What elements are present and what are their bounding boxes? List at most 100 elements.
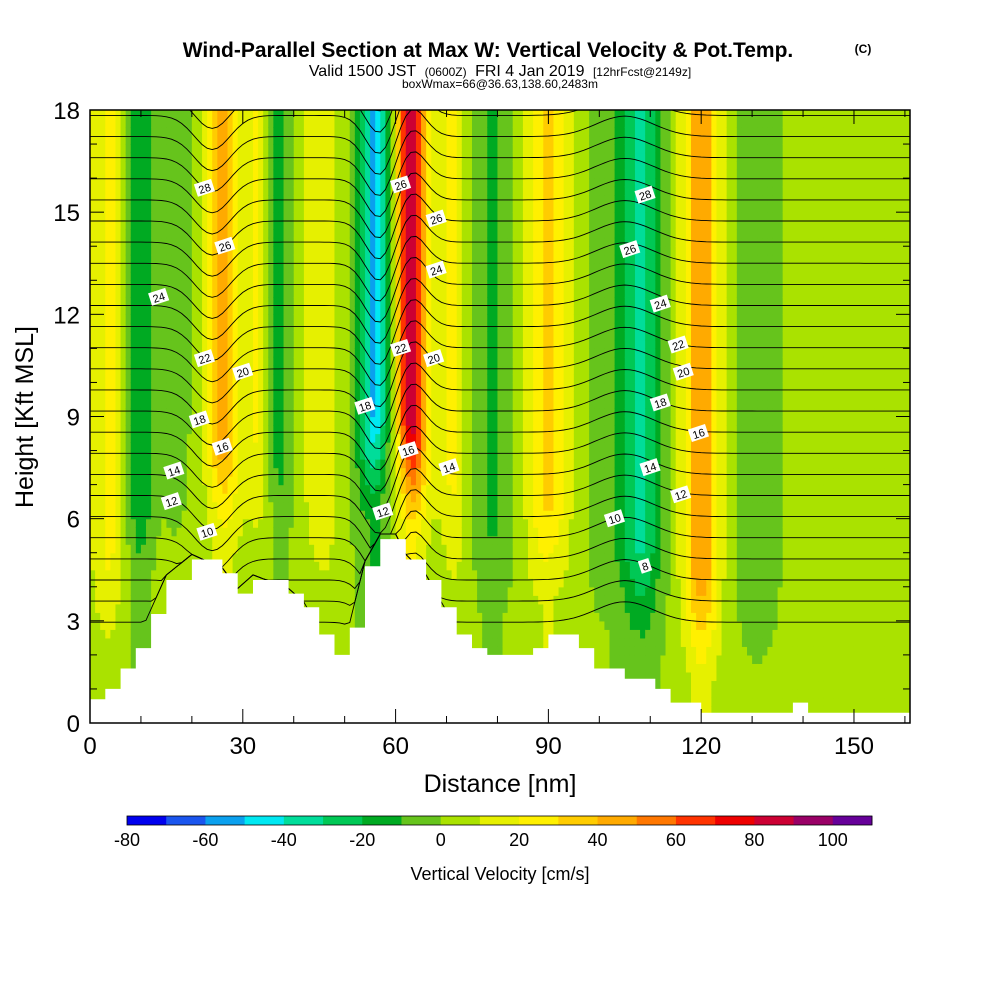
field-cell (359, 246, 366, 256)
field-cell (140, 365, 147, 375)
field-cell (426, 569, 432, 579)
field-cell (273, 186, 280, 196)
field-cell (171, 348, 178, 358)
field-cell (431, 288, 437, 298)
field-cell (344, 127, 351, 137)
field-cell (258, 118, 264, 128)
field-cell (273, 118, 280, 128)
field-cell (426, 535, 432, 545)
field-cell (207, 442, 213, 452)
field-cell (151, 314, 157, 324)
field-cell (339, 442, 346, 452)
field-cell (344, 271, 351, 281)
field-cell (212, 212, 218, 222)
field-cell (217, 476, 224, 486)
field-cell (130, 229, 137, 239)
field-cell (242, 280, 249, 290)
field-cell (120, 161, 127, 171)
field-cell (365, 510, 371, 520)
field-cell (298, 118, 305, 128)
field-cell (436, 271, 443, 281)
field-cell (90, 229, 96, 239)
field-cell (298, 271, 305, 281)
field-cell (125, 510, 132, 520)
field-cell (324, 407, 330, 418)
field-cell (370, 161, 376, 171)
field-cell (344, 467, 351, 477)
field-cell (151, 416, 157, 426)
field-cell (293, 203, 300, 213)
field-cell (125, 407, 132, 418)
field-cell (95, 203, 101, 213)
field-cell (130, 220, 137, 230)
field-cell (288, 373, 295, 384)
field-cell (405, 288, 412, 298)
field-cell (395, 365, 402, 375)
field-cell (140, 578, 147, 588)
field-cell (339, 501, 346, 511)
field-cell (247, 305, 254, 315)
field-cell (100, 127, 106, 137)
field-cell (293, 246, 300, 256)
field-cell (100, 663, 106, 673)
field-cell (196, 118, 203, 128)
field-cell (263, 229, 269, 239)
field-cell (161, 331, 167, 341)
field-cell (273, 331, 280, 341)
field-cell (258, 501, 264, 511)
field-cell (100, 331, 106, 341)
field-cell (110, 595, 117, 605)
field-cell (354, 118, 361, 128)
field-cell (135, 178, 142, 188)
field-cell (196, 382, 203, 392)
field-cell (242, 246, 249, 256)
field-cell (222, 229, 229, 239)
field-cell (380, 339, 386, 349)
field-cell (176, 237, 183, 247)
field-cell (161, 407, 167, 418)
field-cell (232, 135, 239, 145)
field-cell (237, 152, 244, 162)
field-cell (344, 425, 351, 435)
field-cell (319, 535, 325, 545)
field-cell (268, 212, 274, 222)
field-cell (319, 467, 325, 477)
field-cell (400, 161, 407, 171)
field-cell (171, 356, 178, 367)
field-cell (370, 135, 376, 145)
field-cell (207, 390, 213, 401)
field-cell (410, 484, 417, 494)
field-cell (151, 169, 157, 179)
field-cell (146, 229, 152, 239)
field-cell (181, 110, 188, 120)
field-cell (319, 144, 325, 154)
field-cell (242, 169, 249, 179)
field-cell (426, 322, 432, 332)
field-cell (207, 203, 213, 213)
field-cell (380, 382, 386, 392)
field-cell (349, 246, 356, 256)
field-cell (324, 586, 330, 596)
field-cell (161, 263, 167, 273)
field-cell (339, 331, 346, 341)
field-cell (263, 271, 269, 281)
field-cell (227, 339, 234, 349)
field-cell (344, 314, 351, 324)
field-cell (146, 620, 152, 630)
field-cell (268, 229, 274, 239)
field-cell (283, 569, 290, 579)
field-cell (95, 331, 101, 341)
field-cell (415, 544, 422, 554)
field-cell (359, 373, 366, 384)
field-cell (140, 612, 147, 622)
field-cell (263, 561, 269, 571)
field-cell (344, 493, 351, 503)
field-cell (303, 399, 310, 409)
field-cell (227, 552, 234, 562)
field-cell (334, 110, 341, 120)
field-cell (365, 416, 371, 426)
field-cell (334, 450, 341, 460)
field-cell (156, 220, 162, 230)
field-cell (156, 493, 162, 503)
field-cell (156, 339, 162, 349)
